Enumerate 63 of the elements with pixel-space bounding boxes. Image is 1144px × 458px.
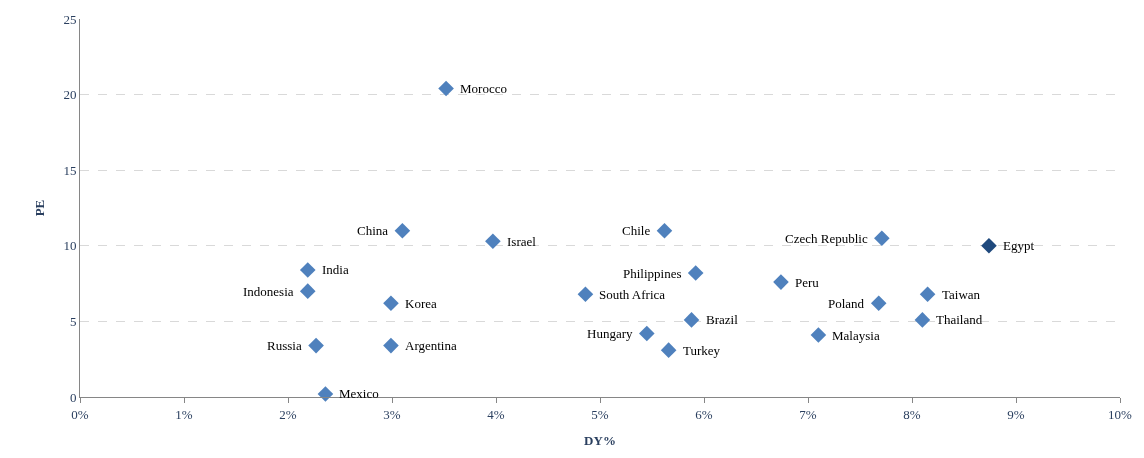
- x-tick-label: 2%: [279, 406, 297, 422]
- annotation: Turkey: [683, 343, 721, 358]
- y-tick-label: 25: [63, 11, 77, 27]
- annotation: Hungary: [587, 326, 633, 341]
- y-tick-label: 0: [69, 389, 77, 405]
- point: [773, 274, 789, 290]
- point: [919, 286, 936, 302]
- annotation: Chile: [622, 223, 651, 238]
- x-tick-label: 7%: [799, 406, 817, 422]
- annotation: Egypt: [1003, 238, 1035, 253]
- annotation: Thailand: [936, 312, 983, 327]
- annotation: Argentina: [405, 338, 457, 353]
- y-axis-title: PE: [32, 199, 48, 217]
- point: [874, 230, 890, 247]
- point: [687, 265, 704, 281]
- x-tick-label: 8%: [903, 406, 921, 422]
- point: [438, 80, 454, 97]
- point: [810, 327, 827, 343]
- point: [308, 337, 324, 354]
- annotation: India: [322, 262, 349, 277]
- annotation: Poland: [828, 296, 865, 311]
- annotation: Morocco: [460, 81, 507, 96]
- annotation: Mexico: [339, 386, 379, 401]
- point: [914, 312, 931, 328]
- point: [485, 233, 501, 250]
- annotation: Taiwan: [942, 287, 981, 302]
- x-tick-label: 1%: [175, 406, 193, 422]
- annotation: Philippines: [623, 266, 682, 281]
- point: [660, 342, 677, 358]
- point: [577, 286, 594, 302]
- x-tick-label: 3%: [383, 406, 401, 422]
- point: [383, 295, 399, 312]
- annotation: South Africa: [599, 287, 666, 302]
- y-tick-label: 10: [63, 238, 77, 254]
- x-tick-label: 0%: [71, 406, 89, 422]
- x-axis-title: DY%: [584, 433, 616, 449]
- annotation: Indonesia: [243, 284, 294, 299]
- annotation: Russia: [267, 338, 302, 353]
- x-tick-label: 4%: [487, 406, 505, 422]
- y-tick-label: 5: [69, 313, 77, 329]
- point: [383, 337, 399, 354]
- x-tick-label: 9%: [1007, 406, 1025, 422]
- annotation: Brazil: [706, 312, 739, 327]
- point: [639, 325, 655, 342]
- annotation: Peru: [795, 275, 820, 290]
- point: [981, 238, 997, 254]
- point: [299, 283, 316, 299]
- x-tick-label: 10%: [1108, 406, 1133, 422]
- y-tick-label: 15: [63, 162, 77, 178]
- annotation: Israel: [507, 234, 537, 249]
- point: [317, 386, 334, 402]
- x-tick-label: 5%: [591, 406, 609, 422]
- x-tick-label: 6%: [695, 406, 713, 422]
- point: [394, 222, 411, 239]
- annotation: Czech Republic: [785, 231, 868, 246]
- point: [870, 295, 887, 312]
- annotation: China: [357, 223, 389, 238]
- point: [299, 262, 316, 278]
- point: [683, 312, 700, 328]
- y-tick-label: 20: [63, 87, 77, 103]
- point: [656, 222, 673, 239]
- annotation: Malaysia: [832, 328, 880, 343]
- annotation: Korea: [405, 296, 437, 311]
